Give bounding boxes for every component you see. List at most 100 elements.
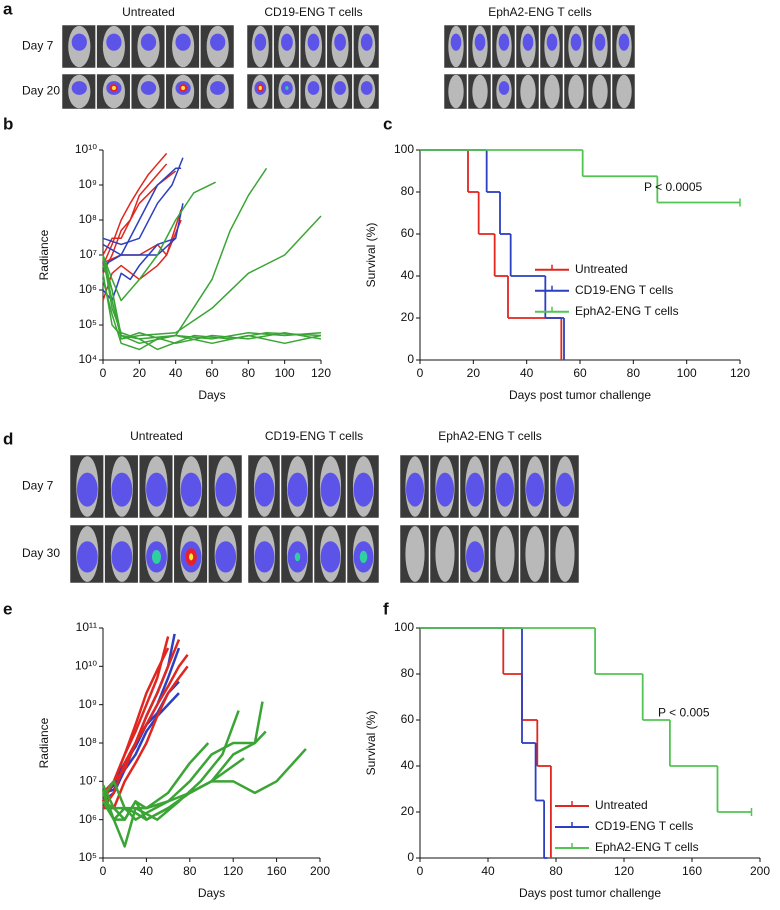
signal (353, 472, 374, 507)
legend-label: EphA2-ENG T cells (595, 840, 699, 854)
x-tick-label: 100 (275, 366, 295, 380)
x-axis-label: Days (198, 388, 225, 402)
x-tick-label: 200 (310, 864, 330, 878)
mouse-body (568, 74, 584, 109)
x-tick-label: 80 (627, 366, 641, 380)
data-line (101, 636, 170, 802)
panel-letter: e (3, 599, 12, 618)
data-line (102, 215, 322, 340)
y-tick-label: 10⁸ (79, 212, 97, 226)
row-label: Day 7 (22, 479, 54, 493)
signal (360, 81, 373, 95)
signal (111, 541, 133, 573)
signal (474, 33, 486, 51)
data-line (102, 157, 184, 246)
signal (140, 81, 157, 95)
y-tick-label: 80 (401, 666, 415, 680)
x-tick-label: 40 (140, 864, 154, 878)
group-label: EphA2-ENG T cells (488, 5, 592, 19)
group-label: CD19-ENG T cells (264, 5, 362, 19)
x-tick-label: 80 (549, 864, 563, 878)
y-tick-label: 10⁴ (78, 352, 97, 366)
x-tick-label: 20 (467, 366, 481, 380)
x-tick-label: 120 (730, 366, 750, 380)
legend-label: CD19-ENG T cells (595, 819, 693, 833)
panel-letter: c (383, 114, 392, 133)
signal (320, 472, 341, 507)
y-tick-label: 0 (407, 352, 414, 366)
x-axis-label: Days post tumor challenge (519, 886, 661, 900)
legend-label: Untreated (595, 798, 648, 812)
annotation: P < 0.0005 (644, 180, 702, 194)
y-tick-label: 20 (401, 310, 415, 324)
row-label: Day 30 (22, 546, 60, 560)
row-label: Day 20 (22, 84, 60, 98)
signal (210, 33, 226, 51)
signal (281, 33, 293, 51)
signal-hot (285, 86, 289, 90)
data-line (102, 654, 189, 794)
group-label: Untreated (130, 429, 183, 443)
signal (210, 81, 226, 95)
x-tick-label: 0 (100, 864, 107, 878)
mouse-body (472, 74, 488, 109)
y-tick-label: 10⁶ (79, 812, 97, 826)
group-label: EphA2-ENG T cells (438, 429, 542, 443)
x-tick-label: 120 (614, 864, 634, 878)
y-tick-label: 10⁵ (79, 850, 97, 864)
signal (570, 33, 582, 51)
panel-letter: b (3, 114, 13, 133)
y-tick-label: 10⁷ (79, 774, 97, 788)
signal (146, 472, 167, 507)
data-line (102, 279, 322, 351)
signal (334, 33, 346, 51)
signal-core (189, 553, 194, 561)
signal (360, 33, 373, 51)
data-line (102, 163, 168, 256)
signal (436, 472, 454, 507)
signal (215, 541, 237, 573)
panel-letter: a (3, 0, 13, 18)
signal (320, 541, 341, 573)
signal (556, 472, 574, 507)
data-line (102, 237, 177, 267)
legend-label: CD19-ENG T cells (575, 283, 673, 297)
signal (287, 472, 308, 507)
x-tick-label: 160 (267, 864, 287, 878)
signal (106, 33, 122, 51)
y-tick-label: 10¹⁰ (75, 659, 97, 673)
y-tick-label: 60 (401, 712, 415, 726)
signal (254, 33, 267, 51)
data-line (102, 167, 182, 256)
x-tick-label: 20 (133, 366, 147, 380)
row-label: Day 7 (22, 39, 54, 53)
x-tick-label: 40 (520, 366, 534, 380)
mouse-body (448, 74, 464, 109)
data-line (102, 181, 216, 302)
mouse-body (555, 526, 575, 582)
signal (307, 33, 320, 51)
data-line (102, 152, 168, 266)
y-tick-label: 10¹⁰ (75, 142, 97, 156)
y-tick-label: 100 (394, 620, 414, 634)
y-tick-label: 10¹¹ (76, 620, 97, 634)
signal (496, 472, 514, 507)
y-tick-label: 0 (407, 850, 414, 864)
mouse-body (495, 526, 515, 582)
signal (618, 33, 630, 51)
signal (76, 472, 98, 507)
signal (215, 472, 237, 507)
x-tick-label: 100 (677, 366, 697, 380)
mouse-body (592, 74, 608, 109)
signal (594, 33, 606, 51)
data-line (102, 167, 268, 340)
data-line (101, 647, 170, 798)
signal (466, 541, 484, 573)
signal (522, 33, 534, 51)
y-tick-label: 40 (401, 268, 415, 282)
y-tick-label: 10⁵ (79, 317, 97, 331)
panel-letter: f (383, 599, 389, 618)
y-tick-label: 80 (401, 184, 415, 198)
signal-hot (294, 552, 301, 562)
signal (307, 81, 320, 95)
